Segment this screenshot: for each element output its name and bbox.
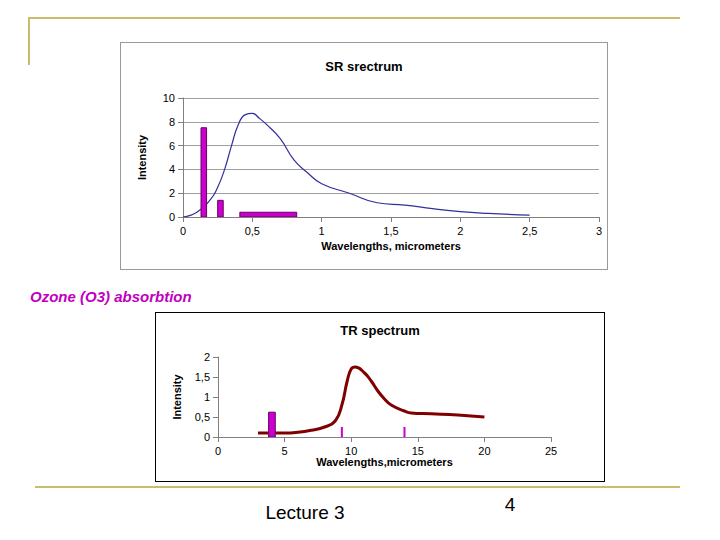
svg-text:2,5: 2,5 (522, 225, 537, 237)
svg-text:Wavelengths, micrometers: Wavelengths, micrometers (321, 240, 461, 252)
svg-text:SR srectrum: SR srectrum (325, 59, 402, 74)
svg-text:8: 8 (169, 116, 175, 128)
svg-text:20: 20 (478, 445, 490, 457)
svg-text:1,5: 1,5 (383, 225, 398, 237)
svg-text:1: 1 (319, 225, 325, 237)
html-text:4: 4 (504, 494, 516, 515)
svg-text:Wavelengths,micrometers: Wavelengths,micrometers (316, 456, 453, 468)
svg-text:2: 2 (169, 187, 175, 199)
svg-text:2: 2 (204, 351, 210, 363)
svg-text:10: 10 (345, 445, 357, 457)
svg-text:10: 10 (163, 92, 175, 104)
svg-text:3: 3 (596, 225, 602, 237)
svg-text:Intensity: Intensity (136, 134, 148, 180)
svg-text:1,5: 1,5 (195, 371, 210, 383)
html-text:Lecture 3: Lecture 3 (265, 502, 345, 523)
svg-text:0: 0 (215, 445, 221, 457)
svg-text:0: 0 (169, 211, 175, 223)
svg-text:5: 5 (282, 445, 288, 457)
svg-text:0,5: 0,5 (195, 411, 210, 423)
svg-text:TR spectrum: TR spectrum (340, 323, 419, 338)
svg-text:0: 0 (180, 225, 186, 237)
svg-text:1: 1 (204, 391, 210, 403)
svg-text:0: 0 (204, 431, 210, 443)
svg-text:Intensity: Intensity (171, 374, 183, 420)
svg-text:25: 25 (545, 445, 557, 457)
svg-text:6: 6 (169, 140, 175, 152)
svg-text:15: 15 (412, 445, 424, 457)
svg-text:4: 4 (169, 163, 175, 175)
svg-text:2: 2 (457, 225, 463, 237)
svg-text:0,5: 0,5 (245, 225, 260, 237)
html-text:Ozone (O3) absorbtion: Ozone (O3) absorbtion (30, 288, 192, 305)
